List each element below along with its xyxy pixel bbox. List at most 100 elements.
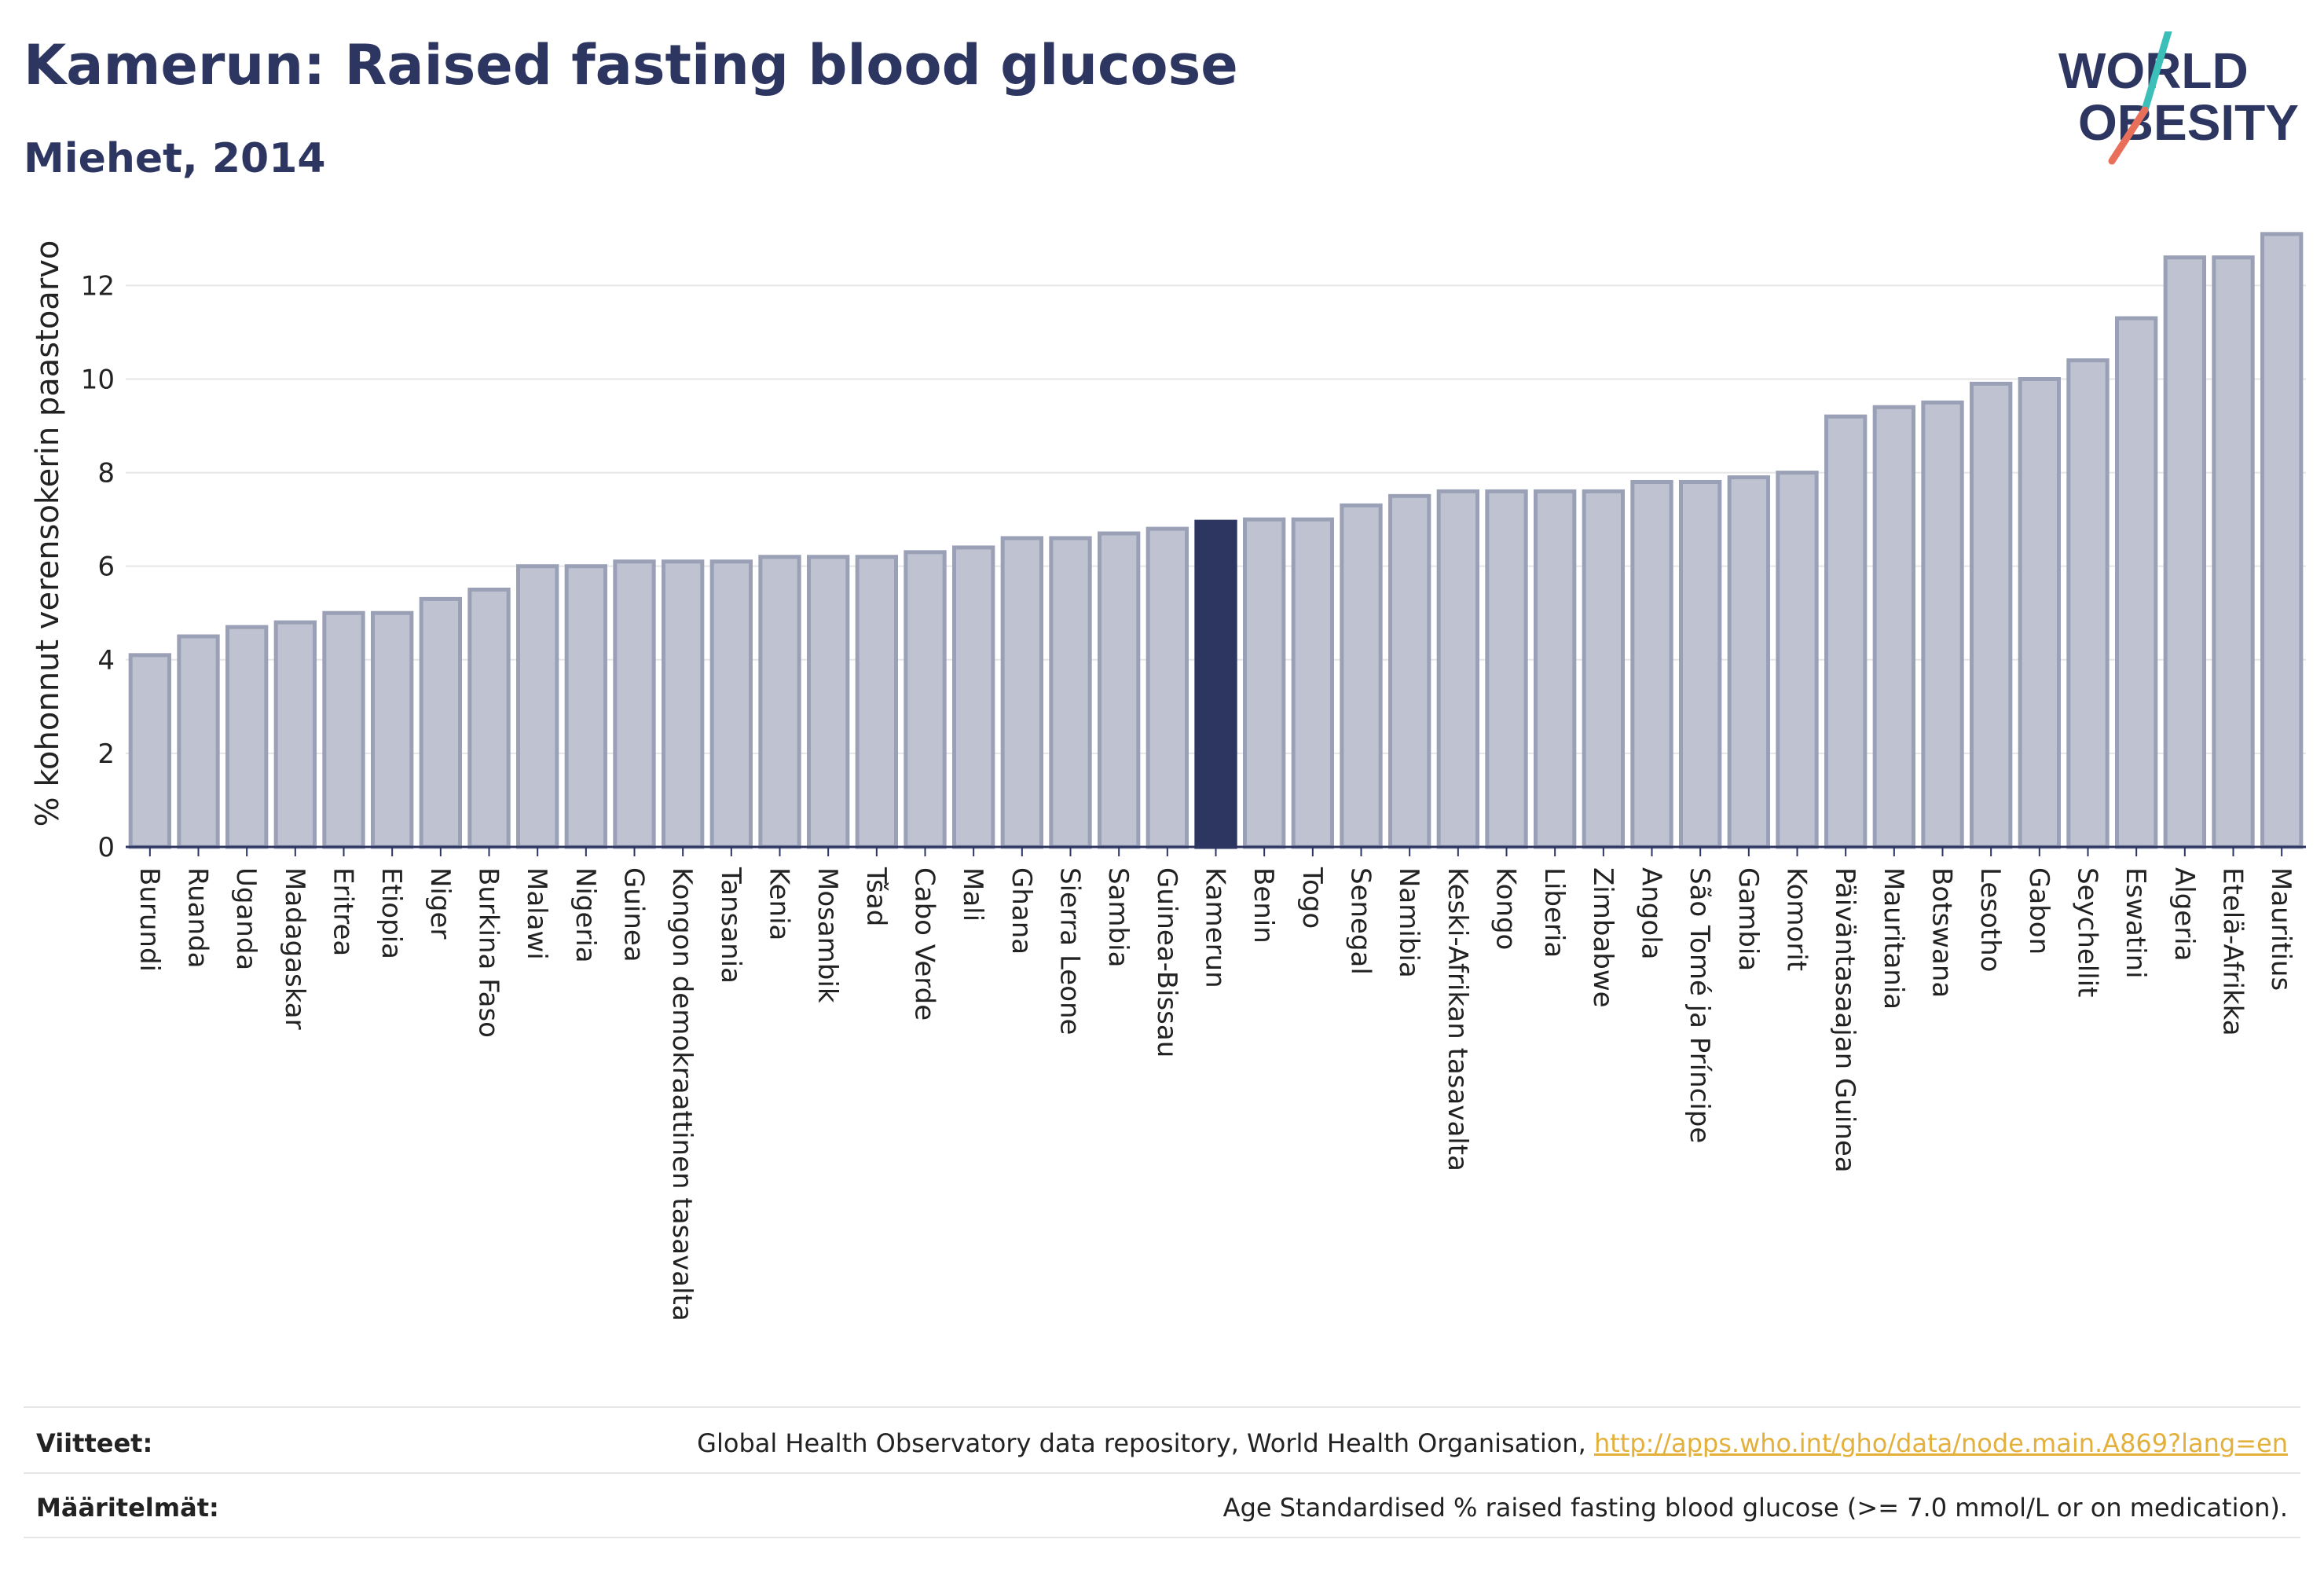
logo-slash-teal [2141, 31, 2172, 114]
x-tick-label: Burundi [134, 867, 165, 972]
bar [177, 634, 220, 849]
x-tick-label: Madagaskar [279, 867, 310, 1030]
bar [1921, 400, 1964, 849]
bar [371, 610, 414, 849]
world-obesity-logo: WORLD OBESITY [2058, 31, 2299, 165]
x-tick-label: Guinea [618, 867, 650, 962]
x-tick-label: Kenia [764, 867, 795, 940]
bar [1098, 531, 1141, 849]
x-tick-label: Niger [424, 867, 456, 939]
x-tick-label: Mauritius [2265, 867, 2297, 991]
y-tick-label: 2 [97, 739, 115, 770]
bar [855, 555, 898, 849]
x-tick-label: Burkina Faso [473, 867, 504, 1038]
bar [2163, 255, 2207, 849]
bar [1824, 414, 1868, 849]
bar [467, 587, 511, 849]
x-tick-label: Seychellit [2072, 867, 2103, 997]
bar [419, 596, 463, 849]
page-title: Kamerun: Raised fasting blood glucose [24, 33, 1238, 97]
bar [1049, 536, 1092, 849]
bar [1679, 479, 1722, 849]
bar [1291, 517, 1334, 849]
footer-divider-bottom [24, 1537, 2300, 1538]
x-tick-label: Kamerun [1200, 867, 1231, 988]
bar [1436, 489, 1479, 849]
x-tick-label: Gambia [1732, 867, 1764, 971]
bar [1727, 475, 1771, 849]
x-tick-label: Cabo Verde [909, 867, 940, 1021]
x-tick-label: Angola [1636, 867, 1667, 959]
x-tick-label: Päiväntasaajan Guinea [1829, 867, 1860, 1173]
bar [904, 550, 947, 849]
y-axis-label: % kohonnut verensokerin paastoarvo [30, 240, 66, 827]
x-tick-label: Sambia [1102, 867, 1134, 967]
x-tick-label: Guinea-Bissau [1151, 867, 1182, 1057]
x-tick-label: Malawi [521, 867, 552, 960]
bar [1534, 489, 1577, 849]
y-tick-label: 12 [81, 270, 115, 302]
bar [2018, 376, 2062, 849]
x-tick-label: Nigeria [570, 867, 601, 963]
bar [1485, 489, 1528, 849]
x-tick-label: Mali [957, 867, 988, 922]
bar [613, 559, 656, 849]
definitions-label: Määritelmät: [36, 1493, 219, 1523]
y-tick-label: 10 [81, 364, 115, 395]
x-tick-label: Uganda [230, 867, 262, 970]
logo-line-2: OBESITY [2078, 94, 2299, 151]
bar [2066, 358, 2110, 849]
x-tick-label: Togo [1296, 867, 1328, 929]
bar [273, 620, 317, 849]
x-tick-label: Tansania [715, 867, 746, 984]
x-tick-label: Tšad [860, 867, 892, 926]
sources-text: Global Health Observatory data repositor… [697, 1428, 2288, 1458]
x-tick-label: São Tomé ja Príncipe [1684, 867, 1715, 1143]
bar [1146, 526, 1189, 849]
x-tick-label: Mauritania [1878, 867, 1909, 1010]
bar [807, 555, 850, 849]
bar [1872, 405, 1916, 849]
bar-highlighted [1194, 519, 1237, 849]
x-tick-label: Keski-Afrikan tasavalta [1442, 867, 1473, 1171]
bar [2212, 255, 2255, 849]
x-tick-label: Etiopia [376, 867, 407, 959]
x-tick-label: Kongo [1490, 867, 1522, 950]
sources-link[interactable]: http://apps.who.int/gho/data/node.main.A… [1593, 1428, 2288, 1458]
bar [1243, 517, 1286, 849]
x-tick-label: Eritrea [328, 867, 359, 956]
x-tick-label: Benin [1248, 867, 1279, 944]
x-tick-label: Ghana [1006, 867, 1037, 955]
sources-citation: Global Health Observatory data repositor… [697, 1428, 1594, 1458]
x-tick-label: Komorit [1781, 867, 1813, 971]
bar [1776, 471, 1819, 849]
x-tick-label: Namibia [1393, 867, 1424, 978]
bar [1340, 503, 1383, 849]
bar [952, 545, 995, 849]
x-tick-label: Mosambik [812, 867, 843, 1003]
y-tick-label: 8 [97, 458, 115, 489]
y-tick-label: 0 [97, 832, 115, 863]
bar [2260, 232, 2304, 849]
bar [128, 653, 172, 849]
x-tick-label: Etelä-Afrikka [2217, 867, 2249, 1036]
x-tick-label: Lesotho [1974, 867, 2006, 972]
bar [662, 559, 705, 849]
bar [322, 610, 365, 849]
footer-divider-top [24, 1406, 2300, 1408]
bar [225, 625, 269, 849]
x-tick-label: Ruanda [182, 867, 214, 968]
bar [758, 555, 801, 849]
bar [709, 559, 753, 849]
y-tick-label: 6 [97, 552, 115, 583]
bar [1630, 479, 1673, 849]
x-tick-label: Eswatini [2120, 867, 2151, 979]
x-tick-label: Senegal [1345, 867, 1376, 975]
bar [1970, 381, 2013, 849]
bar [1582, 489, 1625, 849]
x-tick-label: Zimbabwe [1587, 867, 1618, 1008]
bar [1000, 536, 1043, 849]
x-tick-label: Algeria [2168, 867, 2200, 961]
footer-divider-middle [24, 1472, 2300, 1474]
bar [516, 564, 559, 849]
